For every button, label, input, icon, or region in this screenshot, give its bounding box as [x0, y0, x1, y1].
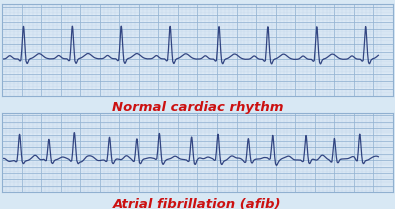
- Text: Normal cardiac rhythm: Normal cardiac rhythm: [112, 101, 283, 114]
- Text: Atrial fibrillation (afib): Atrial fibrillation (afib): [113, 198, 282, 209]
